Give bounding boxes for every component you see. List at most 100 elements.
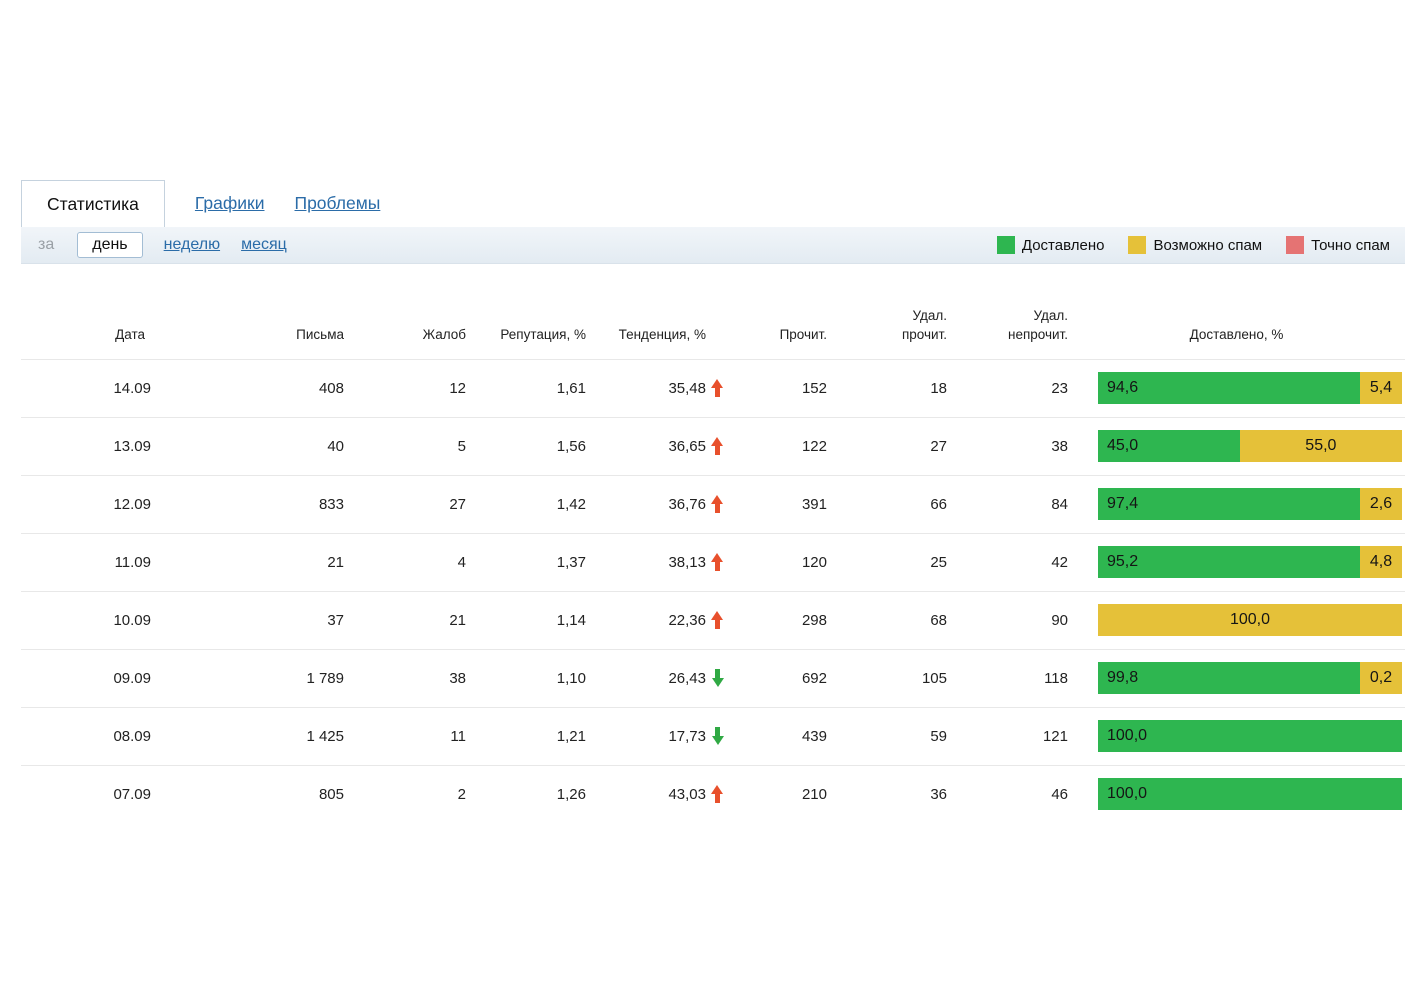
delivered-cell: 45,0 55,0 bbox=[1068, 417, 1405, 475]
tab-statistics[interactable]: Статистика bbox=[21, 180, 165, 227]
trend-cell: 36,76 bbox=[586, 475, 727, 533]
delivered-cell: 100,0 bbox=[1068, 707, 1405, 765]
table-row: 11.09 21 4 1,37 38,13 120 25 42 95,2 4,8 bbox=[21, 533, 1405, 591]
statistics-panel: Статистика Графики Проблемы за день неде… bbox=[21, 180, 1405, 823]
delivered-bar: 45,0 55,0 bbox=[1098, 430, 1402, 462]
complaints-cell: 12 bbox=[449, 379, 466, 397]
legend-item-label: Возможно спам bbox=[1153, 236, 1263, 254]
column-header-letters: Письма bbox=[296, 326, 344, 342]
sure-spam-swatch-icon bbox=[1286, 236, 1305, 254]
deleted-unread-cell: 90 bbox=[1051, 611, 1068, 629]
trend-value: 22,36 bbox=[668, 611, 706, 629]
table-row: 09.09 1 789 38 1,10 26,43 692 105 118 99… bbox=[21, 649, 1405, 707]
trend-arrow-icon bbox=[711, 610, 724, 630]
letters-cell: 1 425 bbox=[306, 727, 344, 745]
complaints-cell: 11 bbox=[450, 727, 466, 745]
date-cell: 07.09 bbox=[113, 785, 151, 803]
deleted-read-cell: 27 bbox=[930, 437, 947, 455]
column-header-complaints: Жалоб bbox=[422, 326, 466, 342]
delivered-bar-segment-delivered: 97,4 bbox=[1098, 488, 1360, 520]
trend-cell: 35,48 bbox=[586, 359, 727, 417]
reputation-cell: 1,21 bbox=[556, 727, 586, 745]
complaints-cell: 4 bbox=[457, 553, 466, 571]
delivered-bar-segment-maybe-spam: 55,0 bbox=[1239, 430, 1402, 462]
deleted-unread-cell: 23 bbox=[1051, 379, 1068, 397]
letters-cell: 21 bbox=[327, 553, 344, 571]
date-cell: 09.09 bbox=[113, 669, 151, 687]
legend: Доставлено Возможно спам Точно спам bbox=[996, 236, 1390, 254]
statistics-table: Дата Письма Жалоб Репутация, % Тенденция… bbox=[21, 264, 1405, 823]
reputation-cell: 1,42 bbox=[556, 495, 586, 513]
trend-value: 35,48 bbox=[668, 379, 706, 397]
trend-value: 43,03 bbox=[668, 785, 706, 803]
delivered-cell: 99,8 0,2 bbox=[1068, 649, 1405, 707]
column-header-date: Дата bbox=[115, 326, 145, 342]
read-cell: 152 bbox=[801, 379, 827, 397]
tab-problems[interactable]: Проблемы bbox=[294, 193, 381, 213]
delivered-cell: 94,6 5,4 bbox=[1068, 359, 1405, 417]
trend-value: 26,43 bbox=[668, 669, 706, 687]
deleted-read-cell: 66 bbox=[930, 495, 947, 513]
deleted-unread-cell: 121 bbox=[1042, 727, 1068, 745]
reputation-cell: 1,26 bbox=[556, 785, 586, 803]
trend-arrow-icon bbox=[711, 784, 724, 804]
trend-value: 38,13 bbox=[668, 553, 706, 571]
legend-item: Доставлено bbox=[996, 236, 1104, 254]
delivered-cell: 100,0 bbox=[1068, 591, 1405, 649]
trend-value: 17,73 bbox=[668, 727, 706, 745]
column-header-deleted-unread: Удал. непрочит. bbox=[1007, 307, 1068, 342]
complaints-cell: 2 bbox=[457, 785, 466, 803]
delivered-bar-segment-delivered: 100,0 bbox=[1098, 720, 1402, 752]
read-cell: 439 bbox=[801, 727, 827, 745]
complaints-cell: 38 bbox=[449, 669, 466, 687]
legend-item: Точно спам bbox=[1286, 236, 1390, 254]
delivered-bar-segment-maybe-spam: 0,2 bbox=[1360, 662, 1402, 694]
period-option-month[interactable]: месяц bbox=[241, 236, 287, 253]
maybe-spam-swatch-icon bbox=[1128, 236, 1147, 254]
read-cell: 391 bbox=[801, 495, 827, 513]
read-cell: 692 bbox=[801, 669, 827, 687]
delivered-bar: 97,4 2,6 bbox=[1098, 488, 1402, 520]
legend-item-label: Точно спам bbox=[1311, 236, 1390, 254]
period-prefix-label: за bbox=[38, 236, 55, 253]
date-cell: 14.09 bbox=[113, 379, 151, 397]
reputation-cell: 1,10 bbox=[556, 669, 586, 687]
complaints-cell: 27 bbox=[449, 495, 466, 513]
delivered-bar: 95,2 4,8 bbox=[1098, 546, 1402, 578]
deleted-unread-cell: 46 bbox=[1051, 785, 1068, 803]
delivered-bar-segment-maybe-spam: 2,6 bbox=[1360, 488, 1402, 520]
delivered-bar-segment-maybe-spam: 5,4 bbox=[1360, 372, 1402, 404]
date-cell: 08.09 bbox=[113, 727, 151, 745]
date-cell: 10.09 bbox=[113, 611, 151, 629]
reputation-cell: 1,14 bbox=[556, 611, 586, 629]
legend-item: Возможно спам bbox=[1128, 236, 1262, 254]
period-option-day[interactable]: день bbox=[77, 232, 143, 258]
delivered-bar: 100,0 bbox=[1098, 778, 1402, 811]
delivered-bar-segment-delivered: 100,0 bbox=[1098, 778, 1402, 811]
column-header-delivered: Доставлено, % bbox=[1189, 326, 1284, 342]
column-header-deleted-read: Удал. прочит. bbox=[901, 307, 947, 342]
letters-cell: 833 bbox=[318, 495, 344, 513]
deleted-unread-cell: 118 bbox=[1044, 669, 1068, 687]
read-cell: 210 bbox=[801, 785, 827, 803]
column-header-trend: Тенденция, % bbox=[618, 326, 706, 342]
delivered-cell: 100,0 bbox=[1068, 765, 1405, 823]
table-row: 10.09 37 21 1,14 22,36 298 68 90 100,0 bbox=[21, 591, 1405, 649]
period-option-week[interactable]: неделю bbox=[163, 236, 221, 253]
trend-arrow-icon bbox=[711, 378, 724, 398]
tab-charts[interactable]: Графики bbox=[194, 193, 265, 213]
delivered-bar-segment-maybe-spam: 4,8 bbox=[1360, 546, 1402, 578]
letters-cell: 805 bbox=[318, 785, 344, 803]
delivered-swatch-icon bbox=[996, 236, 1015, 254]
letters-cell: 1 789 bbox=[306, 669, 344, 687]
trend-cell: 17,73 bbox=[586, 707, 727, 765]
reputation-cell: 1,37 bbox=[556, 553, 586, 571]
deleted-unread-cell: 38 bbox=[1051, 437, 1068, 455]
letters-cell: 408 bbox=[318, 379, 344, 397]
complaints-cell: 21 bbox=[449, 611, 466, 629]
delivered-bar-segment-delivered: 95,2 bbox=[1098, 546, 1360, 578]
letters-cell: 37 bbox=[327, 611, 344, 629]
table-row: 08.09 1 425 11 1,21 17,73 439 59 121 100… bbox=[21, 707, 1405, 765]
trend-cell: 26,43 bbox=[586, 649, 727, 707]
date-cell: 12.09 bbox=[113, 495, 151, 513]
